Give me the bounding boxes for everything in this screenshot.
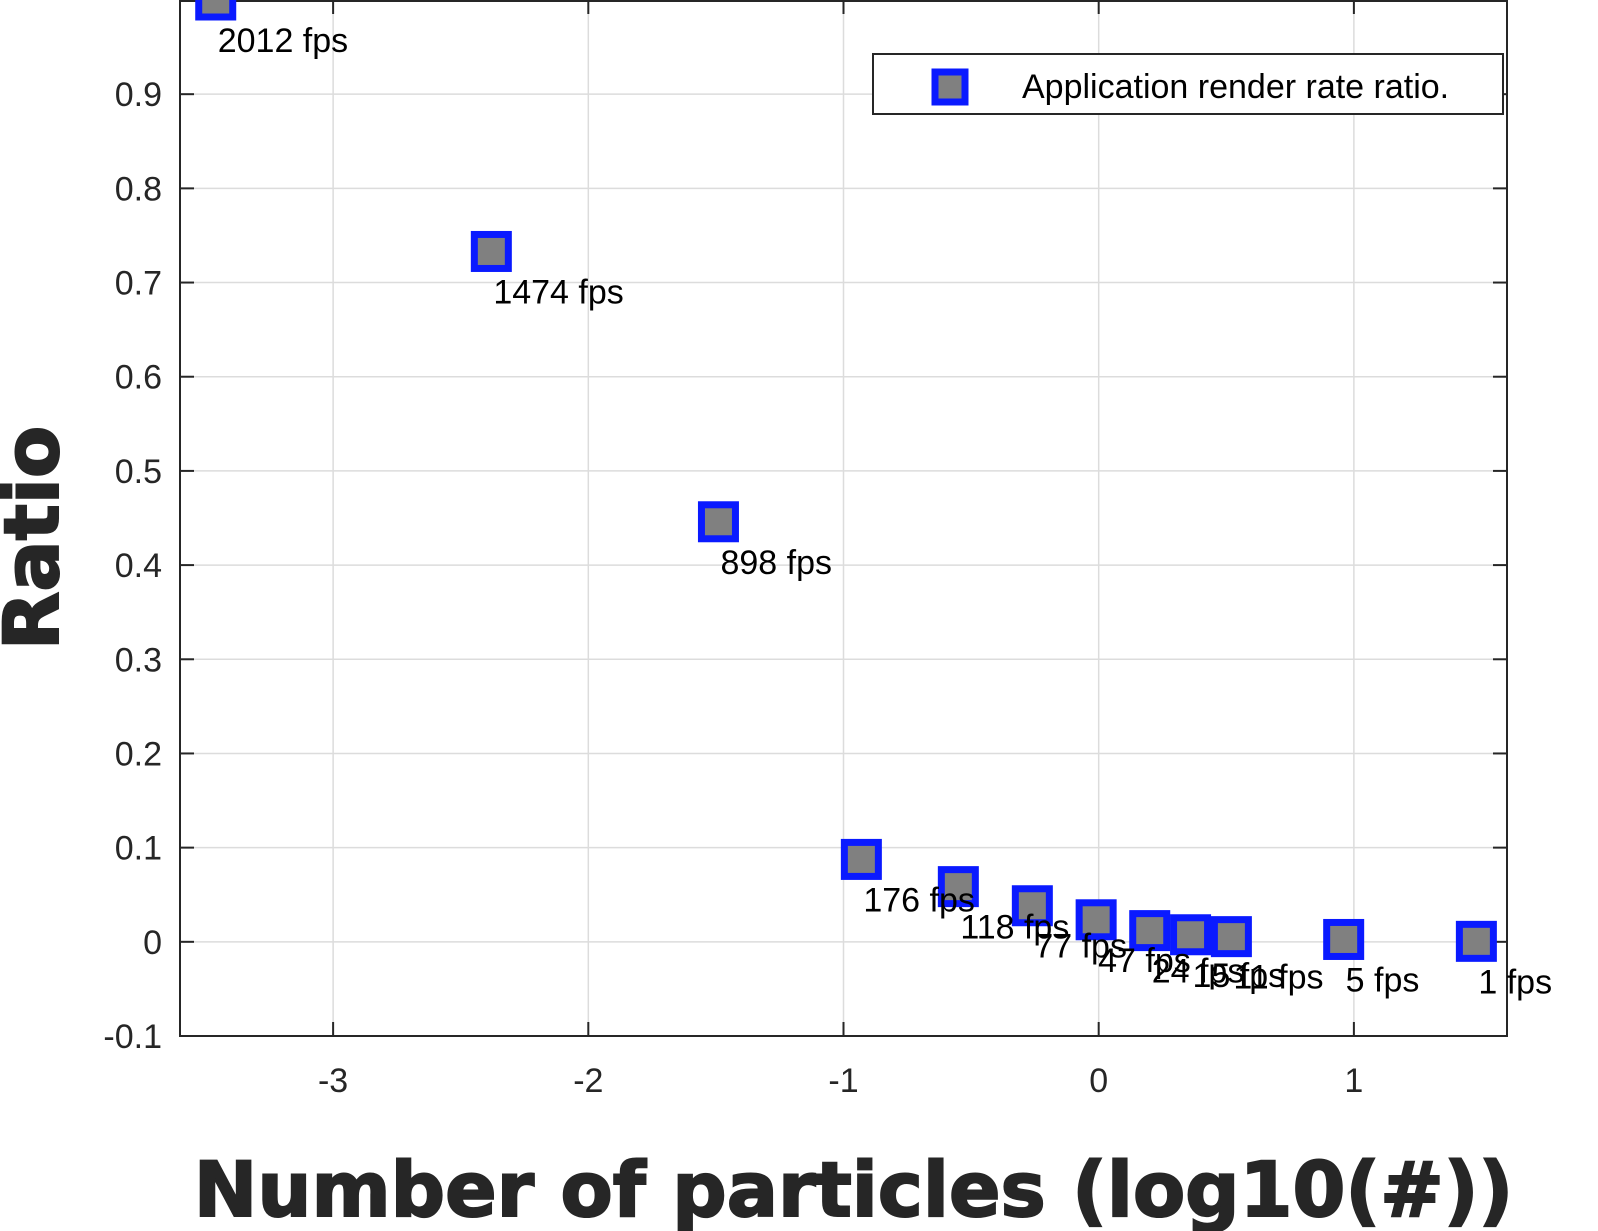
data-label: 898 fps bbox=[720, 544, 832, 582]
data-point bbox=[1323, 918, 1365, 960]
y-tick-label: 0.4 bbox=[115, 547, 162, 585]
x-tick-label: -3 bbox=[318, 1062, 348, 1100]
data-label: 5 fps bbox=[1346, 961, 1420, 999]
legend-marker bbox=[931, 68, 969, 106]
data-label: 47 fps bbox=[1098, 942, 1191, 980]
y-tick-label: 0.6 bbox=[115, 359, 162, 397]
y-axis-title: Ratio bbox=[0, 426, 76, 650]
axis-ticks: -3 -2 -1 0 1 -0.1 0 0.1 0.2 0.3 0.4 0.5 0.6 0.7 0.8 0.9 bbox=[103, 0, 1507, 1100]
legend: Application render rate ratio. bbox=[872, 53, 1504, 115]
data-point bbox=[1129, 910, 1171, 952]
data-label: 1 fps bbox=[1478, 963, 1552, 1001]
data-label: 24 fps bbox=[1152, 953, 1245, 991]
y-tick-label: 0.1 bbox=[115, 830, 162, 868]
data-label: 118 fps bbox=[960, 909, 1069, 947]
data-point bbox=[470, 230, 512, 272]
data-label: 2012 fps bbox=[218, 22, 348, 60]
data-point bbox=[1075, 899, 1117, 941]
y-tick-label: 0.2 bbox=[115, 735, 162, 773]
y-tick-label: -0.1 bbox=[103, 1018, 162, 1056]
y-tick-label: 0.7 bbox=[115, 265, 162, 303]
data-point bbox=[937, 866, 979, 908]
x-tick-label: -2 bbox=[573, 1062, 603, 1100]
y-tick-label: 0 bbox=[143, 924, 162, 962]
y-tick-label: 0.8 bbox=[115, 170, 162, 208]
data-point bbox=[840, 838, 882, 880]
data-point bbox=[1455, 920, 1497, 962]
x-tick-label: -1 bbox=[828, 1062, 858, 1100]
data-point bbox=[1011, 885, 1053, 927]
data-point bbox=[1170, 914, 1212, 956]
data-label: 77 fps bbox=[1034, 928, 1127, 966]
y-tick-label: 0.3 bbox=[115, 641, 162, 679]
legend-box bbox=[872, 53, 1504, 115]
x-tick-label: 0 bbox=[1089, 1062, 1108, 1100]
data-point bbox=[697, 501, 739, 543]
data-label: 1474 fps bbox=[493, 273, 623, 311]
data-label: 176 fps bbox=[863, 881, 975, 919]
data-point bbox=[195, 0, 237, 21]
data-points bbox=[195, 0, 1497, 962]
y-tick-label: 0.9 bbox=[115, 76, 162, 114]
x-tick-label: 1 bbox=[1344, 1062, 1363, 1100]
legend-label: Application render rate ratio. bbox=[1022, 68, 1449, 106]
data-point bbox=[1210, 916, 1252, 958]
grid-lines bbox=[180, 0, 1507, 1037]
x-axis-title: Number of particles (log10(#)) bbox=[194, 1145, 1513, 1231]
data-label: 15 fps bbox=[1193, 957, 1286, 995]
y-tick-label: 0.5 bbox=[115, 453, 162, 491]
data-label: 11 fps bbox=[1233, 959, 1323, 997]
